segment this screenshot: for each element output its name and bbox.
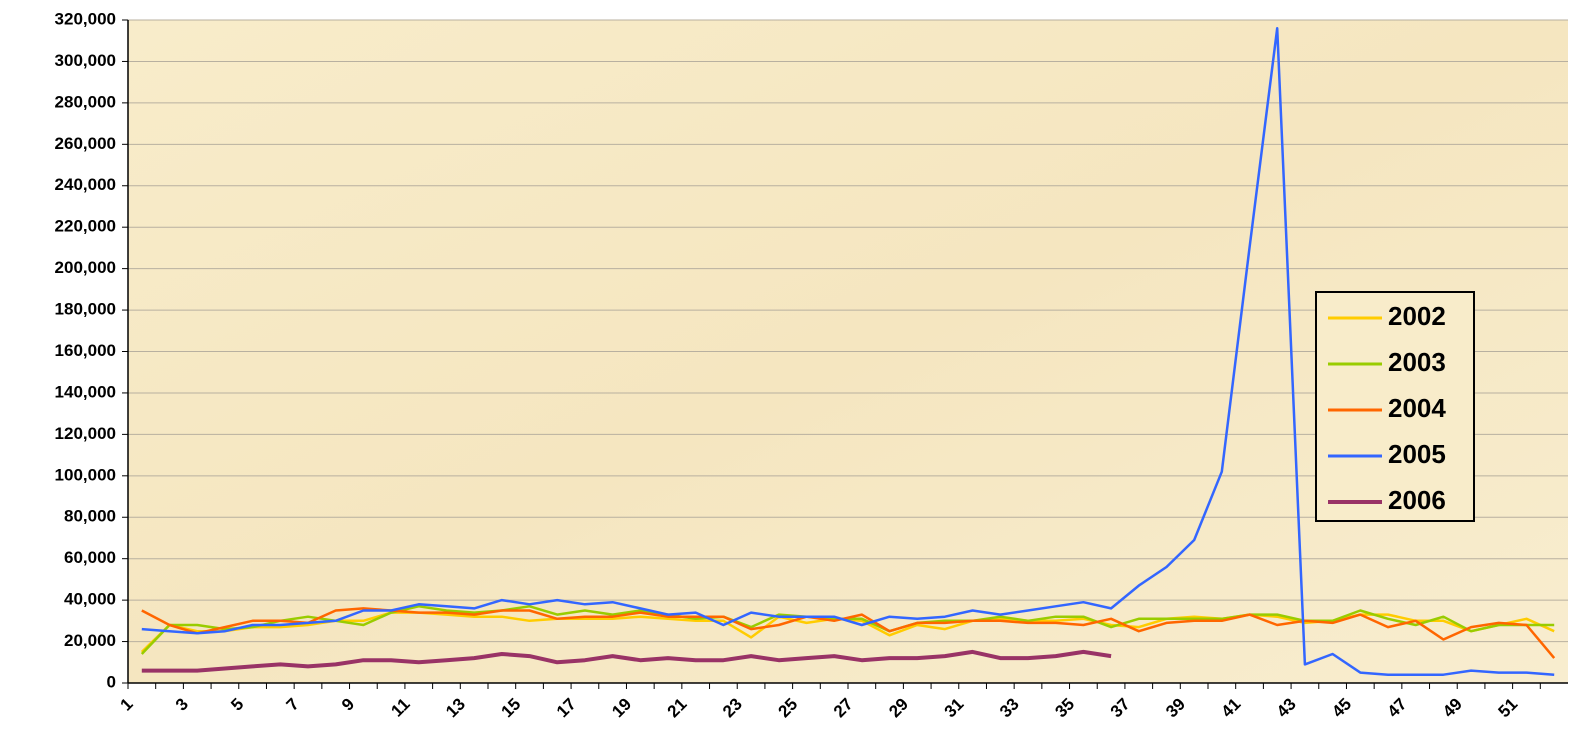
x-tick-label: 23 xyxy=(719,694,746,721)
x-tick-label: 15 xyxy=(498,694,525,721)
x-tick-label: 35 xyxy=(1051,694,1078,721)
y-tick-label: 60,000 xyxy=(64,548,116,567)
x-tick-label: 21 xyxy=(664,694,691,721)
y-tick-label: 320,000 xyxy=(55,9,116,28)
x-tick-label: 33 xyxy=(996,694,1023,721)
y-tick-label: 140,000 xyxy=(55,382,116,401)
x-tick-label: 25 xyxy=(774,694,801,721)
y-tick-label: 280,000 xyxy=(55,92,116,111)
y-tick-label: 160,000 xyxy=(55,341,116,360)
x-tick-label: 11 xyxy=(387,694,413,720)
x-tick-label: 27 xyxy=(830,694,857,721)
x-tick-label: 41 xyxy=(1218,694,1245,721)
legend-label: 2002 xyxy=(1388,301,1446,331)
x-tick-label: 1 xyxy=(117,694,137,714)
x-tick-label: 7 xyxy=(283,694,303,714)
y-tick-label: 180,000 xyxy=(55,300,116,319)
y-tick-label: 40,000 xyxy=(64,590,116,609)
y-tick-label: 240,000 xyxy=(55,175,116,194)
x-tick-label: 45 xyxy=(1328,694,1355,721)
y-tick-label: 220,000 xyxy=(55,217,116,236)
x-tick-label: 17 xyxy=(553,694,580,721)
y-tick-label: 20,000 xyxy=(64,631,116,650)
legend-label: 2005 xyxy=(1388,439,1446,469)
y-tick-label: 0 xyxy=(107,672,116,691)
legend-label: 2006 xyxy=(1388,485,1446,515)
x-tick-label: 3 xyxy=(172,694,192,714)
x-tick-label: 29 xyxy=(885,694,912,721)
x-tick-label: 47 xyxy=(1384,694,1411,721)
y-tick-label: 300,000 xyxy=(55,51,116,70)
y-tick-label: 200,000 xyxy=(55,258,116,277)
legend-box xyxy=(1315,291,1475,522)
x-tick-label: 31 xyxy=(941,694,968,721)
x-tick-label: 37 xyxy=(1107,694,1134,721)
y-tick-label: 100,000 xyxy=(55,465,116,484)
y-tick-label: 120,000 xyxy=(55,424,116,443)
x-tick-label: 13 xyxy=(442,694,469,721)
legend-label: 2003 xyxy=(1388,347,1446,377)
x-tick-label: 19 xyxy=(608,694,635,721)
x-tick-label: 43 xyxy=(1273,694,1300,721)
series-line xyxy=(141,27,1555,676)
x-tick-label: 49 xyxy=(1439,694,1466,721)
x-tick-label: 9 xyxy=(338,694,358,714)
x-tick-label: 51 xyxy=(1494,694,1521,721)
legend-label: 2004 xyxy=(1388,393,1446,423)
x-tick-label: 5 xyxy=(227,694,247,714)
y-tick-label: 80,000 xyxy=(64,507,116,526)
x-tick-label: 39 xyxy=(1162,694,1189,721)
y-tick-label: 260,000 xyxy=(55,134,116,153)
series-line xyxy=(141,649,1112,673)
